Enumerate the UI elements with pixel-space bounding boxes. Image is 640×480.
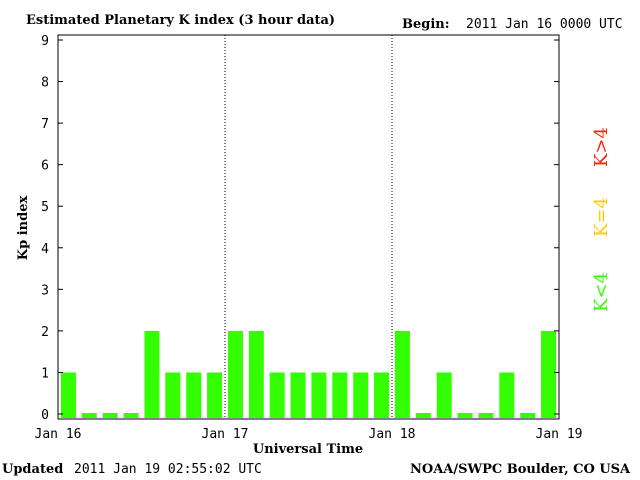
updated-label: Updated — [2, 462, 63, 477]
kp-bar — [520, 413, 536, 418]
kp-bar — [81, 413, 97, 418]
y-tick-label: 9 — [41, 34, 49, 49]
begin-label: Begin: — [402, 17, 450, 32]
kp-bar — [144, 330, 160, 418]
bars — [60, 330, 557, 418]
y-tick-label: 6 — [41, 159, 49, 174]
legend-k-equal-4: K=4 — [591, 197, 612, 237]
kp-bar — [394, 330, 410, 418]
kp-bar — [207, 372, 223, 418]
kp-bar — [457, 413, 473, 418]
kp-bar — [311, 372, 327, 418]
x-tick-label: Jan 18 — [369, 427, 416, 442]
kp-bar — [60, 372, 76, 418]
kp-bar — [269, 372, 285, 418]
x-tick-label: Jan 19 — [536, 427, 583, 442]
kp-bar — [248, 330, 264, 418]
y-tick-label: 3 — [41, 283, 49, 298]
credit-text: NOAA/SWPC Boulder, CO USA — [410, 462, 631, 477]
kp-bar — [332, 372, 348, 418]
kp-bar — [436, 372, 452, 418]
y-tick-label: 0 — [41, 408, 49, 423]
kp-bar — [186, 372, 202, 418]
kp-bar — [227, 330, 243, 418]
chart-title: Estimated Planetary K index (3 hour data… — [26, 13, 335, 28]
y-tick-label: 1 — [41, 366, 49, 381]
y-axis-ticks: 0 1 2 3 4 5 6 7 8 9 — [41, 34, 559, 423]
kp-bar — [374, 372, 390, 418]
kp-bar — [102, 413, 118, 418]
x-axis-label: Universal Time — [253, 442, 363, 457]
legend-k-greater-4: K>4 — [591, 127, 612, 167]
kp-bar — [123, 413, 139, 418]
kp-bar — [541, 330, 557, 418]
begin-value: 2011 Jan 16 0000 UTC — [466, 17, 623, 32]
y-tick-label: 4 — [41, 242, 49, 257]
day-separators — [224, 35, 393, 419]
y-tick-label: 8 — [41, 76, 49, 91]
x-tick-label: Jan 16 — [35, 427, 82, 442]
y-axis-label: Kp index — [16, 196, 31, 261]
kp-bar — [478, 413, 494, 418]
legend-k-less-4: K<4 — [591, 272, 612, 312]
x-tick-label: Jan 17 — [202, 427, 249, 442]
y-tick-label: 2 — [41, 325, 49, 340]
kp-bar — [290, 372, 306, 418]
x-axis-ticks: Jan 16 Jan 17 Jan 18 Jan 19 — [35, 427, 583, 442]
updated-value: 2011 Jan 19 02:55:02 UTC — [74, 462, 262, 477]
kp-bar — [165, 372, 181, 418]
kp-bar — [353, 372, 369, 418]
plot-border — [57, 34, 560, 420]
kp-bar — [415, 413, 431, 418]
plot-area — [57, 34, 560, 420]
kp-bar — [499, 372, 515, 418]
y-tick-label: 7 — [41, 117, 49, 132]
y-tick-label: 5 — [41, 200, 49, 215]
